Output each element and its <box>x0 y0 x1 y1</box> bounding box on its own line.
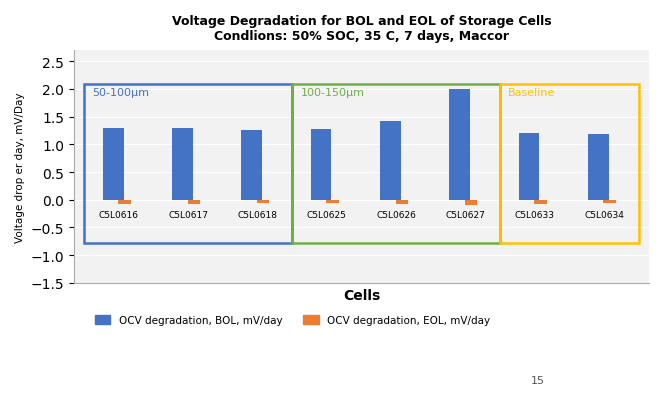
Bar <box>534 200 546 204</box>
Text: 50-100μm: 50-100μm <box>92 88 149 98</box>
Text: C5L0616: C5L0616 <box>99 210 139 219</box>
Bar <box>188 200 200 205</box>
Bar <box>604 200 616 204</box>
Bar <box>465 200 477 206</box>
Title: Voltage Degradation for BOL and EOL of Storage Cells
Condlions: 50% SOC, 35 C, 7: Voltage Degradation for BOL and EOL of S… <box>171 15 551 43</box>
Y-axis label: Voltage drop er day, mV/Day: Voltage drop er day, mV/Day <box>15 92 25 242</box>
Bar <box>380 121 401 200</box>
Bar <box>588 135 609 200</box>
Bar <box>103 128 124 200</box>
Bar <box>242 131 262 200</box>
Text: 15: 15 <box>531 375 545 385</box>
Text: C5L0627: C5L0627 <box>446 210 485 219</box>
Text: C5L0618: C5L0618 <box>238 210 278 219</box>
Bar <box>396 200 408 205</box>
X-axis label: Cells: Cells <box>343 289 380 303</box>
Bar <box>172 128 193 200</box>
Text: C5L0625: C5L0625 <box>307 210 347 219</box>
Bar <box>450 90 470 200</box>
Text: C5L0626: C5L0626 <box>376 210 416 219</box>
Bar <box>311 130 331 200</box>
Legend: OCV degradation, BOL, mV/day, OCV degradation, EOL, mV/day: OCV degradation, BOL, mV/day, OCV degrad… <box>90 311 495 329</box>
Bar <box>257 200 270 203</box>
Text: 100-150μm: 100-150μm <box>301 88 365 98</box>
Text: C5L0633: C5L0633 <box>515 210 554 219</box>
Bar <box>326 200 339 204</box>
Bar <box>519 134 539 200</box>
Bar <box>118 200 131 204</box>
Text: C5L0617: C5L0617 <box>168 210 208 219</box>
Text: C5L0634: C5L0634 <box>584 210 624 219</box>
Text: Baseline: Baseline <box>509 88 556 98</box>
